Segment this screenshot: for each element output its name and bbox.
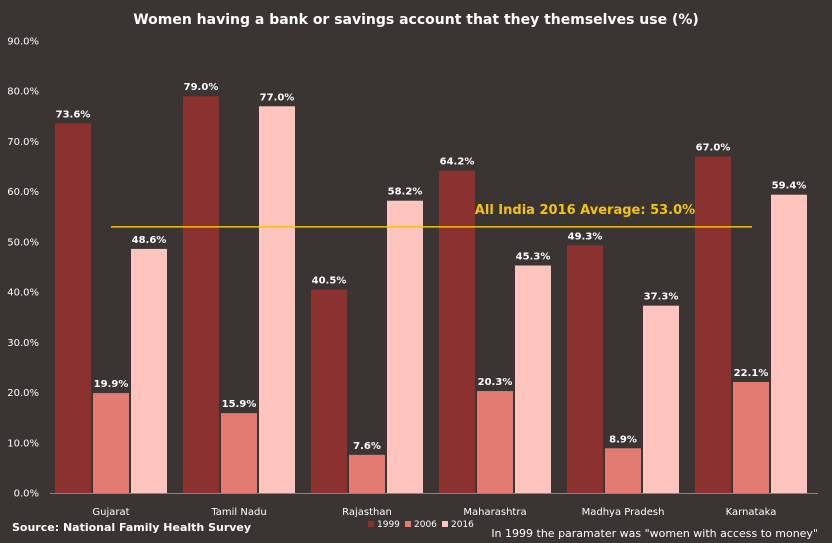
legend-swatch [405,521,411,527]
y-tick-label: 90.0% [7,37,39,48]
data-label: 15.9% [222,399,257,410]
chart-title: Women having a bank or savings account t… [133,12,699,28]
x-axis: Gujarat Tamil Nadu Rajasthan Maharashtra Mad… [50,493,818,518]
data-label: 64.2% [440,157,475,168]
data-label: 37.3% [644,292,679,303]
data-label: 8.9% [609,434,637,445]
bar-1999-1 [183,96,219,493]
y-tick-label: 40.0% [7,288,39,299]
bar-1999-4 [567,245,603,493]
footnote: In 1999 the paramater was "women with ac… [491,527,818,540]
x-tick-label: Karnataka [726,507,777,518]
bars-group: 73.6% 19.9% 48.6% 79.0% 15.9% 77.0% 40.5% 7.6% 5… [55,82,807,494]
x-tick-label: Maharashtra [463,507,526,518]
data-label: 58.2% [388,187,423,198]
bar-2006-2 [349,454,385,493]
bar-1999-3 [439,170,475,493]
data-label: 20.3% [478,377,513,388]
y-tick-label: 60.0% [7,187,39,198]
data-label: 67.0% [696,143,731,154]
x-tick-label: Rajasthan [342,507,392,518]
legend: 1999 2006 2016 [368,520,474,530]
bar-1999-5 [695,156,731,493]
y-tick-label: 70.0% [7,137,39,148]
data-label: 7.6% [353,441,381,452]
bar-2016-2 [387,200,423,493]
bar-2016-5 [771,194,807,493]
legend-swatch [368,521,374,527]
y-tick-label: 10.0% [7,438,39,449]
bar-2006-4 [605,448,641,493]
y-tick-label: 0.0% [14,489,39,500]
x-tick-label: Madhya Pradesh [582,507,665,518]
bar-2016-3 [515,265,551,493]
bar-2006-1 [221,413,257,493]
bar-1999-2 [311,289,347,493]
data-label: 22.1% [734,368,769,379]
bar-2016-4 [643,305,679,493]
data-label: 40.5% [312,276,347,287]
bar-2006-3 [477,391,513,493]
legend-label: 2006 [414,520,437,530]
bar-2016-0 [131,248,167,493]
bar-1999-0 [55,123,91,493]
reference-line-group: All India 2016 Average: 53.0% [111,203,752,228]
x-tick-label: Tamil Nadu [210,507,266,518]
legend-label: 1999 [377,520,400,530]
data-label: 73.6% [56,109,91,120]
x-tick-label: Gujarat [92,507,129,518]
y-tick-label: 20.0% [7,388,39,399]
bar-2006-5 [733,382,769,493]
data-label: 49.3% [568,231,603,242]
y-tick-label: 50.0% [7,237,39,248]
data-label: 19.9% [94,379,129,390]
reference-line-label: All India 2016 Average: 53.0% [475,203,695,218]
data-label: 79.0% [184,82,219,93]
data-label: 45.3% [516,251,551,262]
bar-2006-0 [93,393,129,493]
legend-swatch [442,521,448,527]
legend-label: 2016 [451,520,474,530]
data-label: 48.6% [132,235,167,246]
y-tick-label: 30.0% [7,338,39,349]
y-tick-label: 80.0% [7,87,39,98]
source-note: Source: National Family Health Survey [12,521,251,534]
data-label: 59.4% [772,181,807,192]
bar-2016-1 [259,106,295,494]
data-label: 77.0% [260,92,295,103]
y-axis: 0.0% 10.0% 20.0% 30.0% 40.0% 50.0% 60.0% 70.0% 8… [7,37,39,500]
